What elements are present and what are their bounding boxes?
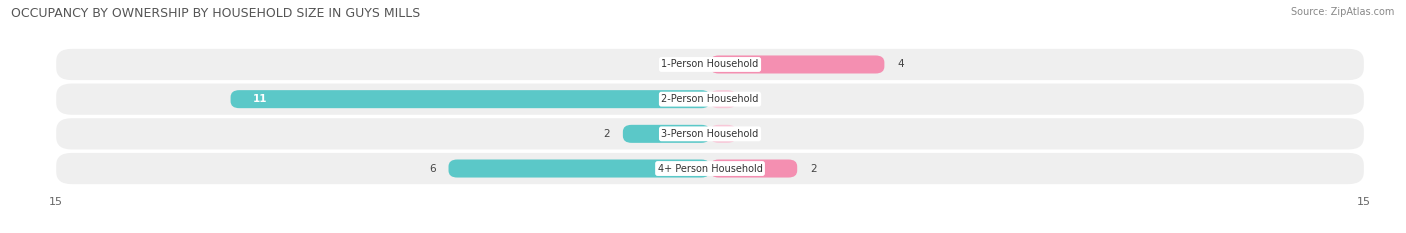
Text: 4: 4 <box>897 59 904 69</box>
FancyBboxPatch shape <box>56 49 1364 80</box>
FancyBboxPatch shape <box>231 90 710 108</box>
Text: 2: 2 <box>603 129 610 139</box>
FancyBboxPatch shape <box>710 160 797 178</box>
FancyBboxPatch shape <box>623 125 710 143</box>
Text: 2-Person Household: 2-Person Household <box>661 94 759 104</box>
FancyBboxPatch shape <box>56 153 1364 184</box>
FancyBboxPatch shape <box>710 90 737 108</box>
Text: 1-Person Household: 1-Person Household <box>661 59 759 69</box>
FancyBboxPatch shape <box>56 84 1364 115</box>
Text: OCCUPANCY BY OWNERSHIP BY HOUSEHOLD SIZE IN GUYS MILLS: OCCUPANCY BY OWNERSHIP BY HOUSEHOLD SIZE… <box>11 7 420 20</box>
FancyBboxPatch shape <box>56 118 1364 149</box>
Text: 6: 6 <box>429 164 436 174</box>
FancyBboxPatch shape <box>449 160 710 178</box>
Text: 4+ Person Household: 4+ Person Household <box>658 164 762 174</box>
Text: 3-Person Household: 3-Person Household <box>661 129 759 139</box>
Text: 2: 2 <box>810 164 817 174</box>
Text: 11: 11 <box>253 94 267 104</box>
FancyBboxPatch shape <box>710 125 737 143</box>
Text: 0: 0 <box>749 129 756 139</box>
FancyBboxPatch shape <box>710 55 884 73</box>
Text: Source: ZipAtlas.com: Source: ZipAtlas.com <box>1291 7 1395 17</box>
Text: 0: 0 <box>749 94 756 104</box>
Text: 0: 0 <box>690 59 697 69</box>
